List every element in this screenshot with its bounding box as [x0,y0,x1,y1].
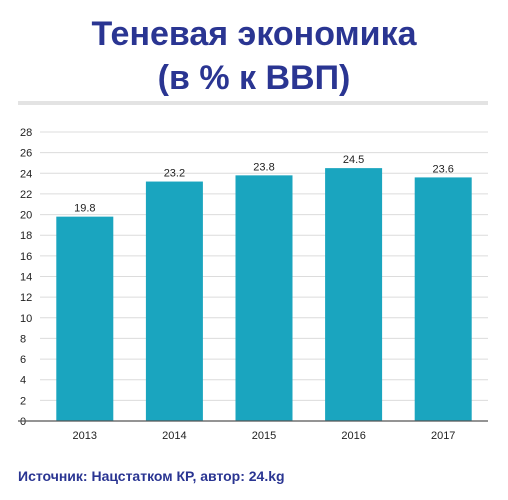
x-tick-label: 2015 [252,430,276,442]
page-subtitle: (в % к ВВП) [157,59,351,97]
y-tick-label: 4 [20,375,26,387]
bar [56,216,114,421]
bar [235,175,293,421]
y-tick-label: 16 [20,251,32,263]
data-label: 23.8 [253,161,274,173]
bar [325,168,383,421]
bar-chart: 024681012141618202224262819.8201323.2201… [18,127,488,442]
y-tick-label: 2 [20,395,26,407]
y-tick-label: 18 [20,230,32,242]
data-label: 24.5 [343,154,364,166]
x-tick-label: 2013 [73,430,97,442]
y-tick-label: 26 [20,148,32,160]
y-tick-label: 22 [20,189,32,201]
y-tick-label: 24 [20,168,32,180]
source-credit: Источник: Нацстатком КР, автор: 24.kg [18,468,285,484]
x-tick-label: 2016 [341,430,365,442]
y-tick-label: 14 [20,272,32,284]
x-tick-label: 2014 [162,430,186,442]
x-tick-label: 2017 [431,430,455,442]
header-divider [18,101,488,105]
y-tick-label: 12 [20,292,32,304]
bar [145,181,203,421]
page-title: Теневая экономика [91,15,417,53]
y-tick-label: 28 [20,127,32,139]
y-tick-label: 6 [20,354,26,366]
y-tick-label: 20 [20,210,32,222]
data-label: 19.8 [74,203,95,215]
y-tick-label: 8 [20,333,26,345]
bar [414,177,472,421]
data-label: 23.6 [432,163,453,175]
y-tick-label: 0 [20,416,26,428]
y-tick-label: 10 [20,313,32,325]
data-label: 23.2 [164,168,185,180]
